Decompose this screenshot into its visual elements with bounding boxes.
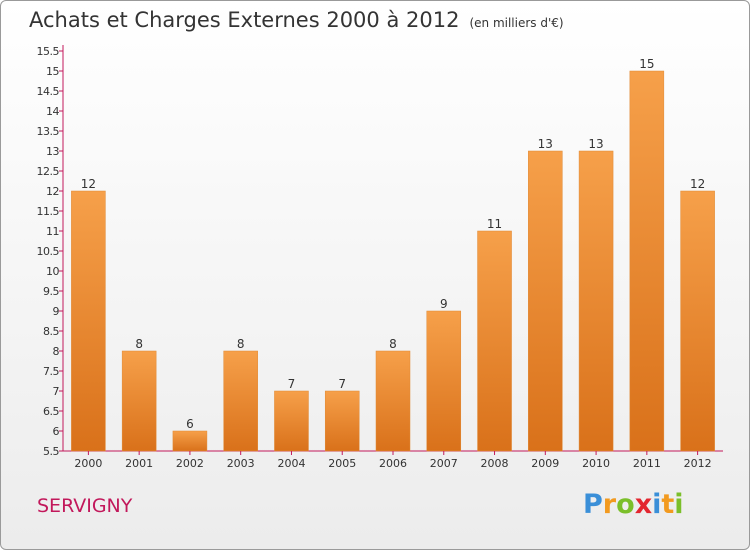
y-tick-label: 11.5	[37, 205, 60, 218]
bar	[71, 190, 106, 452]
logo-letter: x	[634, 489, 653, 520]
chart-title: Achats et Charges Externes 2000 à 2012 (e…	[29, 8, 564, 32]
y-tick-label: 14	[46, 105, 59, 118]
x-tick-label: 2006	[379, 457, 407, 470]
bar-value-label: 12	[81, 177, 96, 191]
bar	[426, 310, 462, 452]
x-tick-label: 2008	[481, 457, 509, 470]
x-tick-label: 2000	[74, 457, 102, 470]
x-tick-label: 2009	[531, 457, 559, 470]
bar-value-label: 8	[389, 337, 397, 351]
y-tick-label: 11	[46, 225, 59, 238]
y-tick-label: 5.5	[43, 445, 59, 458]
y-tick-label: 6.5	[43, 405, 59, 418]
y-tick-label: 6	[53, 425, 60, 438]
y-tick-label: 10	[46, 265, 59, 278]
x-tick-label: 2001	[125, 457, 153, 470]
y-tick-label: 7	[53, 385, 60, 398]
bar-value-label: 7	[338, 377, 346, 391]
bar-value-label: 15	[639, 57, 654, 71]
x-tick-label: 2004	[277, 457, 305, 470]
bar-value-label: 6	[186, 417, 194, 431]
y-tick-label: 12	[46, 185, 59, 198]
bar-value-label: 8	[237, 337, 245, 351]
y-tick-label: 14.5	[37, 85, 60, 98]
y-tick-label: 9	[53, 305, 60, 318]
logo-letter: i	[652, 489, 662, 520]
y-tick-label: 7.5	[43, 365, 59, 378]
y-tick-label: 13	[46, 145, 59, 158]
chart-title-text: Achats et Charges Externes 2000 à 2012	[29, 8, 460, 32]
x-tick-label: 2007	[430, 457, 458, 470]
proxiti-logo: Proxiti	[583, 489, 684, 520]
x-tick-label: 2003	[227, 457, 255, 470]
bar-value-label: 13	[588, 137, 603, 151]
bar	[121, 350, 157, 452]
bar	[528, 150, 563, 452]
y-tick-label: 10.5	[37, 245, 60, 258]
y-tick-label: 15.5	[37, 45, 60, 58]
chart-subtitle: (en milliers d'€)	[469, 16, 564, 30]
bar	[172, 430, 208, 452]
y-tick-label: 12.5	[37, 165, 60, 178]
bar	[274, 390, 309, 452]
logo-letter: r	[602, 489, 617, 520]
x-tick-label: 2011	[633, 457, 661, 470]
logo-letter: o	[616, 489, 635, 520]
y-tick-label: 8.5	[43, 325, 59, 338]
bar-value-label: 12	[690, 177, 705, 191]
bar-value-label: 9	[440, 297, 448, 311]
bar-value-label: 13	[538, 137, 553, 151]
logo-letter: P	[583, 489, 603, 520]
bar	[375, 350, 411, 452]
bar	[629, 70, 665, 452]
logo-letter: i	[674, 489, 684, 520]
bar	[578, 150, 614, 452]
x-tick-label: 2002	[176, 457, 204, 470]
y-tick-label: 8	[53, 345, 60, 358]
bar-value-label: 7	[288, 377, 296, 391]
y-tick-label: 9.5	[43, 285, 59, 298]
x-tick-label: 2005	[328, 457, 356, 470]
x-tick-label: 2010	[582, 457, 610, 470]
place-name: SERVIGNY	[37, 495, 133, 517]
bar	[680, 190, 715, 452]
y-tick-label: 13.5	[37, 125, 60, 138]
x-tick-label: 2012	[684, 457, 712, 470]
bar-value-label: 11	[487, 217, 502, 231]
logo-letter: t	[661, 489, 675, 520]
bar	[324, 390, 360, 452]
bar	[223, 350, 258, 452]
bar	[477, 230, 512, 452]
y-tick-label: 15	[46, 65, 59, 78]
bar-value-label: 8	[135, 337, 143, 351]
